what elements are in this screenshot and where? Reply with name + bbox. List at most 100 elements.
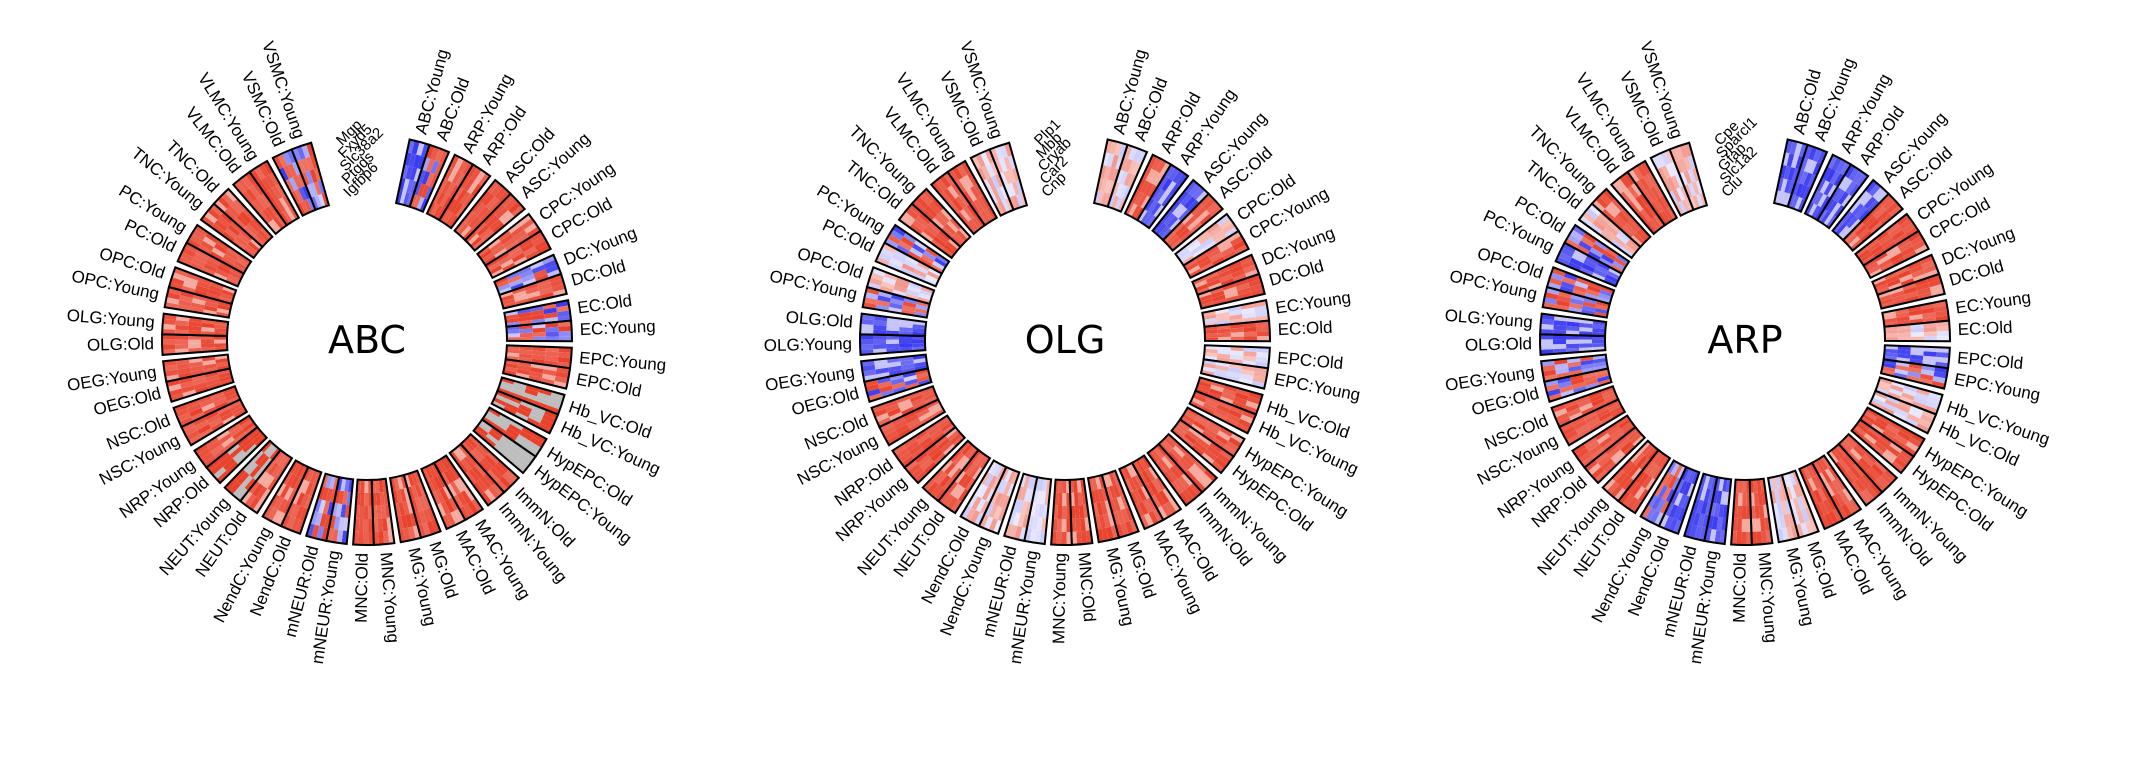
heatmap-cell: [1910, 432, 1925, 444]
heatmap-cell: [1004, 142, 1013, 157]
heatmap-cell: [897, 398, 912, 408]
heatmap-cell: [531, 354, 546, 361]
heatmap-cell: [1170, 239, 1183, 251]
segment-outline: [859, 312, 928, 338]
heatmap-cell: [436, 503, 446, 517]
heatmap-cell: [943, 443, 956, 456]
heatmap-cell: [1902, 222, 1916, 234]
heatmap-cell: [879, 421, 894, 432]
heatmap-cell: [952, 452, 965, 466]
segment-outline: [420, 461, 467, 531]
heatmap-cell: [305, 481, 314, 496]
heatmap-cell: [204, 371, 219, 378]
heatmap-cell: [1898, 400, 1912, 410]
heatmap-cell: [519, 430, 533, 442]
heatmap-cell: [1232, 239, 1247, 251]
heatmap-cell: [1553, 324, 1567, 331]
heatmap-cell: [945, 241, 959, 253]
heatmap-cell: [276, 214, 287, 228]
heatmap-cell: [946, 496, 959, 511]
heatmap-cell: [181, 247, 196, 258]
segment-outline: [921, 439, 980, 503]
heatmap-cell: [1211, 380, 1225, 389]
heatmap-cell: [474, 445, 488, 458]
heatmap-cell: [201, 402, 215, 412]
heatmap-cell: [252, 432, 265, 444]
heatmap-cell: [1625, 427, 1638, 439]
heatmap-cell: [1819, 515, 1830, 529]
heatmap-cell: [307, 197, 316, 212]
heatmap-cell: [1851, 428, 1864, 440]
heatmap-cell: [1905, 441, 1920, 453]
heatmap-cell: [1091, 476, 1098, 491]
heatmap-cell: [1868, 268, 1883, 278]
heatmap-cell: [264, 460, 276, 474]
heatmap-cell: [1922, 355, 1937, 362]
heatmap-cell: [493, 444, 507, 457]
heatmap-cell: [1008, 155, 1017, 170]
heatmap-cell: [539, 287, 553, 296]
heatmap-cell: [994, 202, 1004, 216]
heatmap-cell: [1564, 238, 1579, 249]
heatmap-cell: [555, 371, 570, 379]
heatmap-cell: [290, 518, 300, 533]
heatmap-cell: [1892, 438, 1906, 450]
heatmap-cell: [170, 393, 184, 402]
heatmap-cell: [530, 409, 545, 419]
heatmap-cell: [1894, 233, 1908, 245]
heatmap-cell: [1230, 405, 1244, 415]
heatmap-cell: [1183, 258, 1197, 269]
segment-outline: [172, 385, 242, 429]
heatmap-cell: [1876, 384, 1891, 392]
heatmap-cell: [517, 307, 531, 315]
segment: [176, 241, 246, 288]
heatmap-cell: [203, 263, 218, 273]
heatmap-cell: [1566, 434, 1581, 446]
heatmap-cell: [901, 455, 915, 468]
heatmap-cell: [1876, 210, 1890, 223]
heatmap-cell: [244, 424, 258, 436]
segment: [1882, 344, 1951, 370]
heatmap-cell: [496, 441, 509, 453]
heatmap-cell: [1650, 155, 1662, 170]
heatmap-cell: [494, 248, 508, 259]
heatmap-cell: [215, 268, 229, 278]
heatmap-cell: [1003, 156, 1012, 171]
segment: [172, 385, 242, 429]
heatmap-cell: [285, 208, 296, 222]
heatmap-cell: [534, 239, 549, 251]
heatmap-cell: [925, 274, 939, 284]
heatmap-cell: [1656, 454, 1668, 468]
heatmap-cell: [410, 498, 419, 513]
heatmap-cell: [1191, 444, 1205, 457]
heatmap-cell: [911, 199, 925, 213]
heatmap-cell: [251, 217, 264, 230]
heatmap-cell: [1623, 171, 1636, 186]
heatmap-cell: [532, 332, 546, 337]
heatmap-cell: [1871, 444, 1885, 457]
heatmap-cell: [175, 320, 189, 326]
heatmap-cell: [1777, 488, 1785, 503]
heatmap-cell: [406, 139, 415, 154]
heatmap-cell: [221, 192, 234, 206]
heatmap-cell: [244, 493, 257, 508]
heatmap-cell: [883, 430, 898, 441]
heatmap-cell: [465, 213, 478, 226]
heatmap-cell: [208, 417, 223, 428]
heatmap-cell: [430, 462, 441, 477]
heatmap-cell: [532, 235, 546, 247]
heatmap-cell: [1198, 233, 1212, 245]
heatmap-cell: [189, 407, 204, 418]
heatmap-cell: [519, 353, 533, 359]
heatmap-cell: [1889, 441, 1903, 454]
segment: [212, 187, 274, 249]
heatmap-cell: [1777, 191, 1785, 205]
heatmap-cell: [1216, 404, 1231, 414]
heatmap-cell: [891, 415, 905, 426]
heatmap-cell: [1862, 489, 1875, 503]
heatmap-cell: [1595, 368, 1609, 375]
segment-outline: [1550, 385, 1620, 429]
heatmap-cell: [205, 232, 219, 244]
heatmap-cell: [1581, 263, 1596, 273]
heatmap-cell: [1076, 479, 1082, 493]
